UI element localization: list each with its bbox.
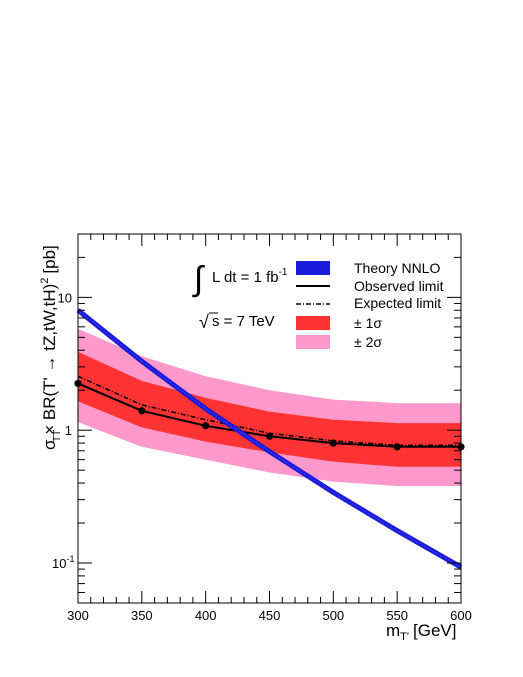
y-tick-label-base: 10 [58, 290, 72, 305]
legend-label-observed: Observed limit [354, 278, 444, 294]
x-axis-label: mT' [GeV] [386, 621, 456, 643]
y-tick-label: 10-1 [52, 554, 74, 571]
y-tick-label: 10 [58, 290, 72, 305]
y-tick-label: 1 [65, 423, 72, 438]
luminosity-annotation: L dt = 1 fb-1 [212, 267, 288, 286]
x-tick-label: 450 [259, 608, 281, 623]
y-axis-label: σ × BR(T' → tZ,tW,tH)2 [pb] [39, 245, 59, 450]
x-tick-label: 300 [67, 608, 89, 623]
legend-label-theory: Theory NNLO [354, 260, 440, 276]
y-axis-label-sub: TT [52, 430, 63, 442]
legend-label-1sigma: ± 1σ [354, 315, 382, 331]
x-axis-ticks: 300 350 400 450 500 550 600 [67, 234, 472, 623]
theory-nnlo-hatch [77, 309, 462, 568]
legend: Theory NNLO Observed limit Expected limi… [296, 260, 444, 350]
x-tick-label: 500 [322, 608, 344, 623]
observed-limit-point [202, 422, 210, 430]
x-tick-label: 350 [131, 608, 153, 623]
legend-swatch-theory [296, 261, 330, 275]
x-axis-label-sub: T' [400, 631, 409, 643]
energy-annotation: s = 7 TeV [212, 313, 275, 330]
observed-limit-point [393, 443, 401, 451]
x-tick-label: 550 [386, 608, 408, 623]
energy-root: √ [199, 312, 209, 332]
y-tick-label-base: 1 [65, 423, 72, 438]
uncertainty-bands [78, 328, 461, 486]
legend-label-2sigma: ± 2σ [354, 334, 382, 350]
observed-limit-point [138, 407, 146, 415]
luminosity-sup: -1 [279, 267, 288, 278]
legend-swatch-2sigma [296, 335, 330, 349]
y-axis-label-unit: [pb] [40, 245, 59, 273]
legend-label-expected: Expected limit [354, 295, 441, 311]
luminosity-integral: ∫ [192, 260, 205, 298]
observed-limit-point [265, 432, 274, 440]
x-tick-label: 600 [450, 608, 472, 623]
observed-limit-point [329, 439, 337, 447]
luminosity-text: L dt = 1 fb [212, 269, 279, 286]
x-tick-label: 400 [195, 608, 217, 623]
data-curves [74, 308, 465, 570]
x-axis-label-main: m [386, 621, 400, 640]
band-1sigma [78, 351, 461, 467]
y-axis-label-sup: 2 [39, 278, 51, 284]
y-tick-label-exp: -1 [66, 554, 74, 564]
y-tick-label-base: 10 [52, 556, 66, 571]
y-axis-label-main: σ × BR(T' → tZ,tW,tH) [40, 284, 59, 450]
x-axis-label-unit: [GeV] [413, 621, 456, 640]
legend-swatch-1sigma [296, 316, 330, 330]
